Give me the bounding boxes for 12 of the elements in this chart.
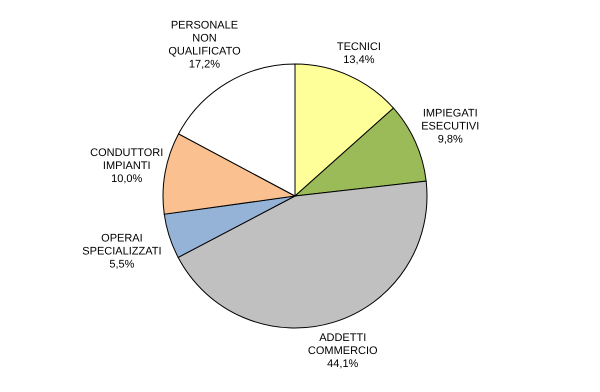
- data-label: 10,0%: [111, 173, 143, 186]
- data-label: 9,8%: [438, 134, 463, 146]
- data-label: 5,5%: [109, 258, 135, 271]
- slice-label: PERSONALE NON QUALIFICATO: [168, 20, 242, 58]
- data-label: 44,1%: [327, 358, 359, 370]
- slice-label: OPERAI SPECIALIZZATI: [82, 232, 162, 258]
- slice-label: ADDETTI COMMERCIO: [308, 332, 378, 358]
- data-label: 13,4%: [343, 54, 375, 66]
- slice-label: TECNICI: [336, 40, 381, 53]
- data-label: 17,2%: [188, 58, 220, 71]
- slice-label: IMPIEGATI ESECUTIVI: [421, 108, 480, 132]
- slice-label: CONDUTTORI IMPIANTI: [90, 147, 164, 172]
